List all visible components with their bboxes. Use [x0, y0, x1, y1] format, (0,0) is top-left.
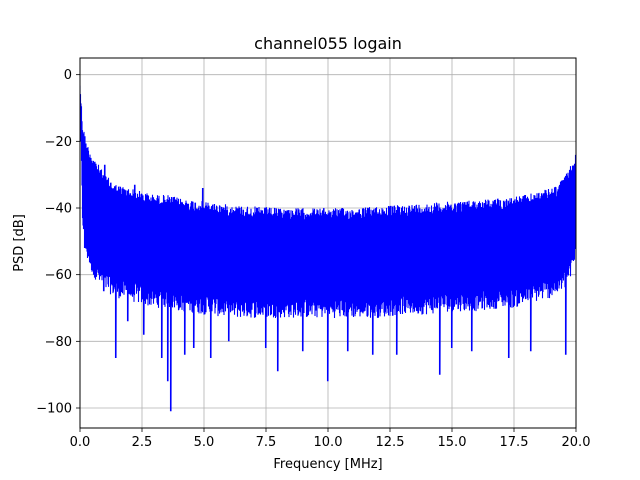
- x-axis-label: Frequency [MHz]: [273, 457, 382, 472]
- x-tick-label: 2.5: [132, 435, 153, 450]
- x-axis: 0.0 2.5 5.0 7.5 10.0 12.5 15.0 17.5 20.0: [70, 428, 591, 450]
- chart-title: channel055 logain: [254, 34, 402, 53]
- y-tick-label: −80: [45, 335, 72, 350]
- y-axis-label: PSD [dB]: [12, 214, 27, 272]
- x-tick-label: 7.5: [256, 435, 277, 450]
- x-tick-label: 15.0: [438, 435, 467, 450]
- y-tick-label: −100: [36, 402, 72, 417]
- psd-series-line: [80, 85, 576, 412]
- y-axis: 0 −20 −40 −60 −80 −100: [36, 68, 80, 417]
- x-tick-label: 20.0: [562, 435, 591, 450]
- y-tick-label: −20: [45, 135, 72, 150]
- x-tick-label: 12.5: [376, 435, 405, 450]
- x-tick-label: 5.0: [194, 435, 215, 450]
- x-tick-label: 10.0: [314, 435, 343, 450]
- y-tick-label: −60: [45, 268, 72, 283]
- y-tick-label: −40: [45, 202, 72, 217]
- x-tick-label: 0.0: [70, 435, 91, 450]
- y-tick-label: 0: [64, 68, 72, 83]
- x-tick-label: 17.5: [500, 435, 529, 450]
- plot-area: [80, 85, 576, 412]
